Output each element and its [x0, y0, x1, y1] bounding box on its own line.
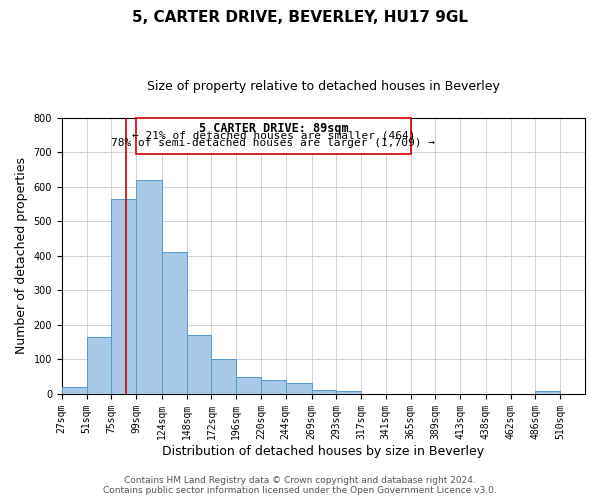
- Bar: [136, 180, 162, 394]
- Text: 5, CARTER DRIVE, BEVERLEY, HU17 9GL: 5, CARTER DRIVE, BEVERLEY, HU17 9GL: [132, 10, 468, 25]
- Y-axis label: Number of detached properties: Number of detached properties: [15, 158, 28, 354]
- Title: Size of property relative to detached houses in Beverley: Size of property relative to detached ho…: [147, 80, 500, 93]
- Bar: [62, 387, 86, 394]
- Bar: [86, 337, 112, 394]
- Text: 5 CARTER DRIVE: 89sqm: 5 CARTER DRIVE: 89sqm: [199, 122, 348, 135]
- Text: ← 21% of detached houses are smaller (464): ← 21% of detached houses are smaller (46…: [131, 130, 415, 140]
- Text: 78% of semi-detached houses are larger (1,709) →: 78% of semi-detached houses are larger (…: [112, 138, 436, 148]
- Bar: [336, 390, 361, 394]
- Bar: [187, 336, 211, 394]
- Bar: [535, 391, 560, 394]
- Bar: [286, 382, 311, 394]
- Bar: [162, 252, 187, 394]
- FancyBboxPatch shape: [136, 118, 410, 154]
- Bar: [211, 360, 236, 394]
- X-axis label: Distribution of detached houses by size in Beverley: Distribution of detached houses by size …: [163, 444, 484, 458]
- Text: Contains HM Land Registry data © Crown copyright and database right 2024.
Contai: Contains HM Land Registry data © Crown c…: [103, 476, 497, 495]
- Bar: [261, 380, 286, 394]
- Bar: [311, 390, 336, 394]
- Bar: [236, 376, 261, 394]
- Bar: [112, 199, 136, 394]
